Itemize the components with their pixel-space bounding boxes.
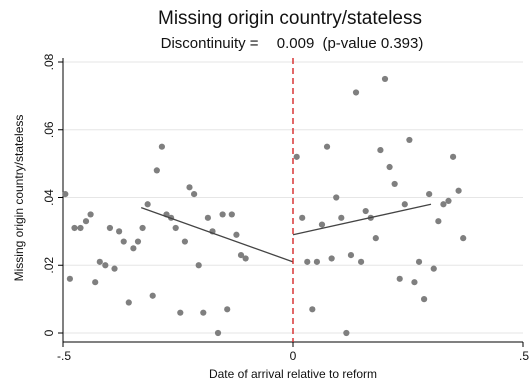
data-point-23 [172,224,179,232]
data-point-5 [87,211,94,218]
data-point-43 [313,258,321,265]
data-point-42 [309,306,316,313]
data-point-58 [386,163,393,171]
discontinuity-pvalue: (p-value 0.393) [322,35,423,52]
data-point-57 [381,75,389,83]
data-point-66 [426,191,433,198]
data-point-13 [125,299,132,306]
data-point-34 [224,306,231,313]
data-point-16 [139,224,146,232]
data-point-32 [214,329,222,337]
fit-line-right [292,203,432,236]
data-point-28 [195,262,202,269]
data-point-67 [430,265,437,272]
discontinuity-label: Discontinuity = [161,35,259,52]
data-point-7 [96,258,103,265]
data-point-73 [460,235,467,242]
data-point-1 [66,275,73,282]
data-point-14 [130,245,137,252]
data-point-17 [144,201,151,208]
data-point-41 [304,258,311,265]
chart-title: Missing origin country/stateless [158,8,422,29]
x-axis-label: Date of arrival relative to reform [209,367,377,381]
chart-subtitle: Discontinuity = 0.009 (p-value 0.393) [161,35,424,52]
data-point-19 [153,167,160,174]
data-point-68 [435,218,442,225]
data-point-20 [158,143,165,150]
data-point-30 [204,214,211,221]
data-point-51 [352,89,360,96]
data-point-15 [134,238,142,245]
data-point-24 [177,309,184,316]
data-point-12 [120,238,127,245]
ticks: 0 .02 .04 .06 .08 -.5 0 .5 [42,53,529,363]
y-axis-label: Missing origin country/stateless [12,115,26,282]
data-point-6 [92,279,99,286]
data-point-53 [362,207,369,215]
data-point-46 [328,255,335,262]
data-point-36 [233,231,240,238]
data-point-37 [237,251,245,259]
discontinuity-estimate: 0.009 [277,35,315,52]
data-point-8 [102,262,109,269]
data-point-27 [191,191,198,198]
data-point-52 [357,258,365,265]
x-tick-label-2: .5 [519,349,529,363]
data-point-39 [293,153,300,160]
x-tick-label-0: -.5 [57,349,71,363]
data-point-62 [406,136,413,144]
data-point-55 [372,235,379,242]
y-tick-label-3: .06 [42,121,56,138]
data-point-50 [347,251,355,259]
y-tick-label-1: .02 [42,257,56,274]
data-points [62,75,467,337]
data-point-35 [228,211,235,218]
data-point-60 [396,275,403,282]
data-point-63 [411,279,418,286]
data-point-72 [455,187,462,194]
data-point-4 [82,218,90,225]
fit-line-left [140,207,294,263]
data-point-9 [106,224,114,232]
y-tick-label-4: .08 [42,53,56,70]
data-point-25 [181,238,188,245]
fit-lines [140,203,432,263]
data-point-10 [111,265,118,272]
data-point-44 [318,221,326,228]
data-point-59 [391,180,398,188]
data-point-48 [338,214,345,221]
data-point-0 [62,191,69,198]
data-point-64 [415,258,423,265]
data-point-33 [219,211,226,218]
data-point-18 [149,292,156,299]
y-tick-label-0: 0 [42,329,56,336]
data-point-69 [440,201,447,208]
x-tick-label-1: 0 [290,349,297,363]
data-point-56 [377,146,384,154]
data-point-45 [323,143,331,150]
y-tick-label-2: .04 [42,189,56,206]
data-point-26 [186,184,193,191]
data-point-71 [449,153,457,160]
data-point-11 [116,228,123,235]
data-point-40 [299,214,306,221]
data-point-65 [421,296,428,303]
data-point-3 [77,224,84,232]
data-point-70 [445,197,452,204]
data-point-61 [401,201,408,208]
data-point-47 [333,194,340,201]
data-point-29 [200,309,207,316]
data-point-38 [242,255,249,262]
data-point-49 [343,329,350,337]
data-point-2 [71,224,78,232]
